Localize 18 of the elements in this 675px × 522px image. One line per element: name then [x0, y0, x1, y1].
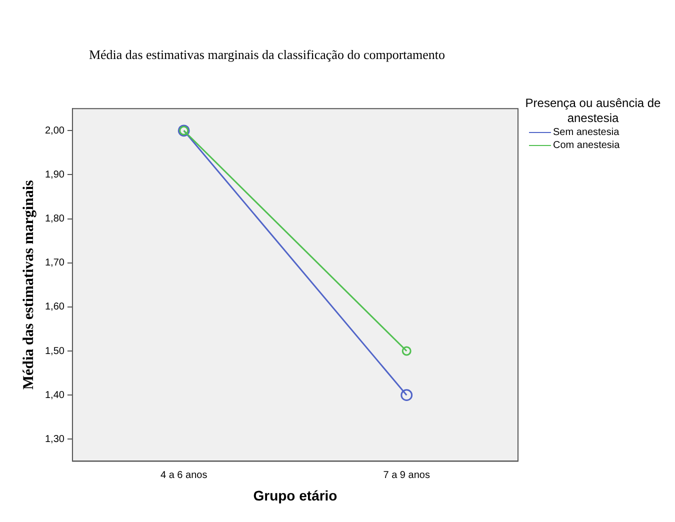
y-tick-label: 1,60 — [44, 302, 65, 313]
legend-label: Sem anestesia — [553, 126, 620, 139]
y-tick-label: 1,50 — [44, 346, 65, 357]
y-axis-title: Média das estimativas marginais — [20, 180, 37, 390]
y-tick-label: 2,00 — [44, 125, 65, 136]
chart-title: Média das estimativas marginais da classificação do comportamento — [88, 47, 446, 62]
legend-label: Com anestesia — [553, 139, 620, 152]
x-axis-title: Grupo etário — [253, 487, 338, 504]
y-tick-label: 1,70 — [44, 258, 65, 269]
x-tick-label: 4 a 6 anos — [160, 470, 208, 481]
y-tick-label: 1,80 — [44, 214, 65, 225]
legend-title: Presença ou ausência de anestesia — [524, 96, 662, 126]
point — [402, 346, 412, 356]
y-tick-label: 1,90 — [44, 169, 65, 180]
y-tick-label: 1,30 — [44, 434, 65, 445]
y-tick-label: 1,40 — [44, 390, 65, 401]
point — [400, 389, 413, 402]
x-tick-label: 7 a 9 anos — [383, 470, 430, 481]
